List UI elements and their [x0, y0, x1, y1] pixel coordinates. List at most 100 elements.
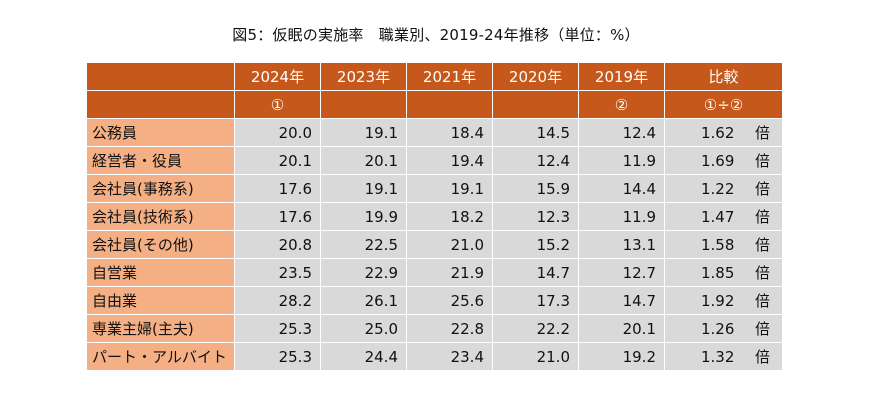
- value-cell: 19.1: [320, 174, 407, 203]
- table-row: パート・アルバイト 25.3 24.4 23.4 21.0 19.2 1.32 倍: [86, 342, 783, 371]
- ratio-cell: 1.58 倍: [664, 230, 783, 259]
- value-cell: 25.3: [234, 342, 321, 371]
- value-cell: 19.2: [578, 342, 665, 371]
- column-marker: ①: [234, 90, 321, 119]
- value-cell: 17.6: [234, 202, 321, 231]
- value-cell: 20.1: [234, 146, 321, 175]
- row-label: 自由業: [86, 286, 235, 315]
- value-cell: 17.3: [492, 286, 579, 315]
- value-cell: 21.0: [406, 230, 493, 259]
- row-label: 会社員(その他): [86, 230, 235, 259]
- column-marker: [406, 90, 493, 119]
- ratio-value: 1.62: [701, 124, 735, 142]
- value-cell: 22.8: [406, 314, 493, 343]
- ratio-unit: 倍: [755, 208, 771, 226]
- ratio-value: 1.22: [701, 180, 735, 198]
- table-body: 公務員 20.0 19.1 18.4 14.5 12.4 1.62 倍経営者・役員 20.1 20…: [86, 118, 783, 371]
- ratio-cell: 1.62 倍: [664, 118, 783, 147]
- row-label: 経営者・役員: [86, 146, 235, 175]
- column-marker: ②: [578, 90, 665, 119]
- value-cell: 20.8: [234, 230, 321, 259]
- value-cell: 23.5: [234, 258, 321, 287]
- value-cell: 11.9: [578, 202, 665, 231]
- ratio-unit: 倍: [755, 124, 771, 142]
- value-cell: 12.4: [578, 118, 665, 147]
- value-cell: 23.4: [406, 342, 493, 371]
- ratio-cell: 1.32 倍: [664, 342, 783, 371]
- table-row: 会社員(その他) 20.8 22.5 21.0 15.2 13.1 1.58 倍: [86, 230, 783, 259]
- value-cell: 20.1: [578, 314, 665, 343]
- value-cell: 19.4: [406, 146, 493, 175]
- ratio-cell: 1.47 倍: [664, 202, 783, 231]
- value-cell: 11.9: [578, 146, 665, 175]
- ratio-cell: 1.85 倍: [664, 258, 783, 287]
- value-cell: 17.6: [234, 174, 321, 203]
- value-cell: 19.1: [406, 174, 493, 203]
- table-row: 公務員 20.0 19.1 18.4 14.5 12.4 1.62 倍: [86, 118, 783, 147]
- table-header: 2024年 2023年 2021年 2020年 2019年 比較 ① ② ①÷②: [86, 62, 783, 119]
- ratio-unit: 倍: [755, 292, 771, 310]
- row-label: パート・アルバイト: [86, 342, 235, 371]
- value-cell: 20.1: [320, 146, 407, 175]
- ratio-unit: 倍: [755, 264, 771, 282]
- value-cell: 18.4: [406, 118, 493, 147]
- ratio-value: 1.58: [701, 236, 735, 254]
- ratio-unit: 倍: [755, 348, 771, 366]
- header-row-markers: ① ② ①÷②: [86, 90, 783, 119]
- ratio-unit: 倍: [755, 236, 771, 254]
- table-row: 会社員(事務系) 17.6 19.1 19.1 15.9 14.4 1.22 倍: [86, 174, 783, 203]
- ratio-value: 1.32: [701, 348, 735, 366]
- row-label: 公務員: [86, 118, 235, 147]
- value-cell: 15.9: [492, 174, 579, 203]
- column-header: 比較: [664, 62, 783, 91]
- value-cell: 28.2: [234, 286, 321, 315]
- data-table: 2024年 2023年 2021年 2020年 2019年 比較 ① ② ①÷②…: [86, 62, 783, 371]
- value-cell: 14.7: [578, 286, 665, 315]
- value-cell: 24.4: [320, 342, 407, 371]
- ratio-value: 1.47: [701, 208, 735, 226]
- column-header: 2021年: [406, 62, 493, 91]
- header-row-years: 2024年 2023年 2021年 2020年 2019年 比較: [86, 62, 783, 91]
- value-cell: 13.1: [578, 230, 665, 259]
- value-cell: 26.1: [320, 286, 407, 315]
- table-row: 自営業 23.5 22.9 21.9 14.7 12.7 1.85 倍: [86, 258, 783, 287]
- ratio-cell: 1.26 倍: [664, 314, 783, 343]
- row-label: 会社員(事務系): [86, 174, 235, 203]
- ratio-value: 1.85: [701, 264, 735, 282]
- ratio-cell: 1.92 倍: [664, 286, 783, 315]
- header-corner-lower: [86, 90, 235, 119]
- table-row: 経営者・役員 20.1 20.1 19.4 12.4 11.9 1.69 倍: [86, 146, 783, 175]
- value-cell: 18.2: [406, 202, 493, 231]
- row-label: 会社員(技術系): [86, 202, 235, 231]
- ratio-cell: 1.22 倍: [664, 174, 783, 203]
- header-corner: [86, 62, 235, 91]
- value-cell: 14.4: [578, 174, 665, 203]
- value-cell: 22.5: [320, 230, 407, 259]
- value-cell: 12.4: [492, 146, 579, 175]
- row-label: 専業主婦(主夫): [86, 314, 235, 343]
- column-header: 2019年: [578, 62, 665, 91]
- value-cell: 15.2: [492, 230, 579, 259]
- chart-title: 図5：仮眠の実施率 職業別、2019-24年推移（単位：%）: [232, 26, 640, 44]
- ratio-unit: 倍: [755, 152, 771, 170]
- ratio-unit: 倍: [755, 180, 771, 198]
- value-cell: 12.7: [578, 258, 665, 287]
- value-cell: 14.5: [492, 118, 579, 147]
- column-header: 2023年: [320, 62, 407, 91]
- ratio-value: 1.92: [701, 292, 735, 310]
- ratio-cell: 1.69 倍: [664, 146, 783, 175]
- value-cell: 25.0: [320, 314, 407, 343]
- table-row: 専業主婦(主夫) 25.3 25.0 22.8 22.2 20.1 1.26 倍: [86, 314, 783, 343]
- row-label: 自営業: [86, 258, 235, 287]
- value-cell: 19.9: [320, 202, 407, 231]
- value-cell: 25.6: [406, 286, 493, 315]
- column-header: 2020年: [492, 62, 579, 91]
- table-row: 自由業 28.2 26.1 25.6 17.3 14.7 1.92 倍: [86, 286, 783, 315]
- ratio-unit: 倍: [755, 320, 771, 338]
- value-cell: 21.0: [492, 342, 579, 371]
- value-cell: 20.0: [234, 118, 321, 147]
- value-cell: 25.3: [234, 314, 321, 343]
- value-cell: 21.9: [406, 258, 493, 287]
- ratio-value: 1.69: [701, 152, 735, 170]
- value-cell: 22.9: [320, 258, 407, 287]
